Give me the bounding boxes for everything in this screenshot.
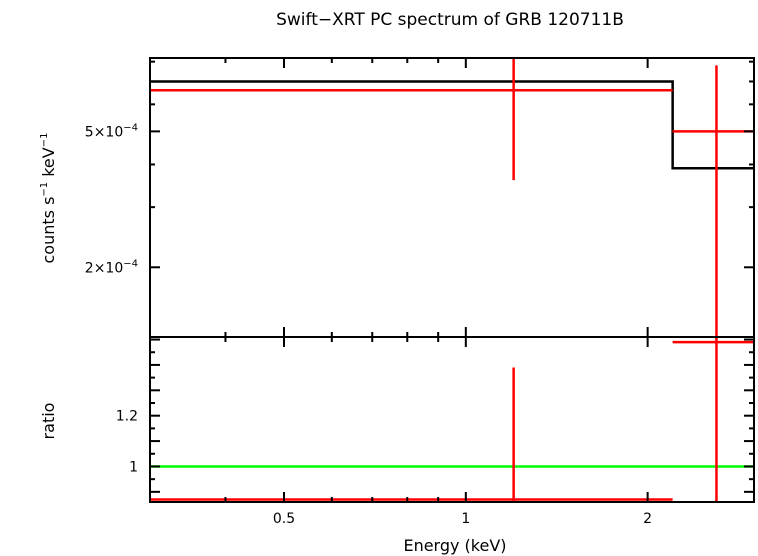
x-tick-label: 0.5 [273,511,295,527]
y-axis-label-ratio: ratio [39,403,58,440]
ratio-y-tick-label: 1 [129,459,138,475]
ratio-y-tick-label: 1.2 [116,409,138,425]
spectrum-frame [149,57,755,338]
x-axis-label: Energy (keV) [403,536,506,555]
ratio-data-point [672,337,754,502]
spectrum-y-tick-label: 5×10−4 [85,122,138,140]
x-tick-label: 1 [461,511,470,527]
chart-title: Swift−XRT PC spectrum of GRB 120711B [276,10,624,30]
spectrum-data-point [150,58,673,181]
spectrum-data-point [672,65,754,337]
x-tick-label: 2 [643,511,652,527]
spectrum-y-tick-label: 2×10−4 [85,258,138,276]
ratio-data-point [150,367,673,502]
ratio-panel: 1.2 1 0.5 1 2 [116,336,755,527]
y-axis-label-spectrum: counts s−1 keV−1 [39,133,58,264]
model-step-line [150,80,754,170]
ratio-frame [149,336,755,503]
spectrum-panel: 5×10−4 2×10−4 [85,57,755,338]
